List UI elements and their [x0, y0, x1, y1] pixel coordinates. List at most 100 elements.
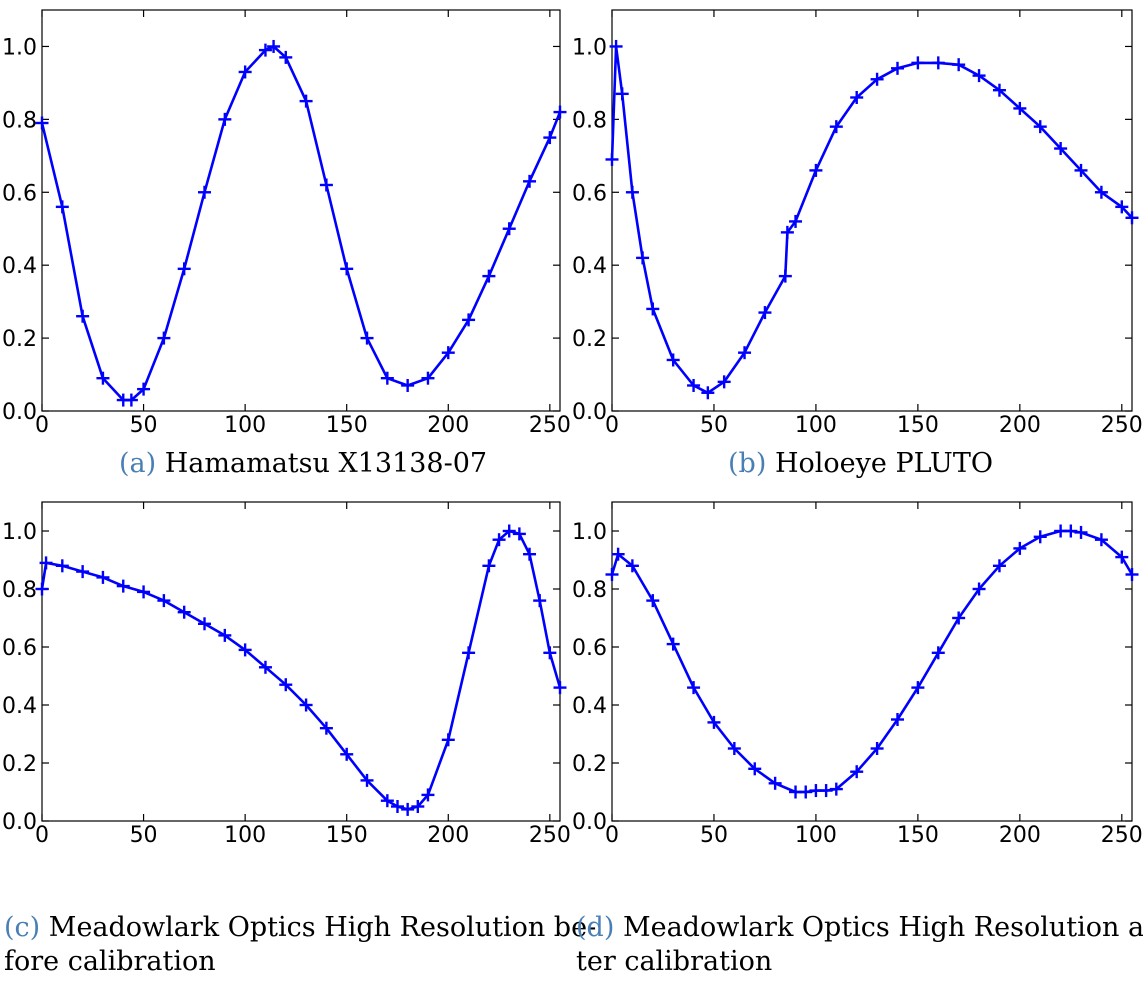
data-point	[780, 225, 794, 239]
x-tick-label: 200	[999, 823, 1041, 848]
data-point	[157, 594, 171, 608]
data-point	[819, 784, 833, 798]
data-point	[1013, 101, 1027, 115]
y-tick-label: 1.0	[572, 520, 607, 545]
data-point	[258, 43, 272, 57]
data-point	[39, 556, 53, 570]
data-point	[687, 378, 701, 392]
data-point	[279, 50, 293, 64]
x-tick-label: 150	[326, 823, 368, 848]
x-tick-label: 50	[700, 823, 728, 848]
data-point	[829, 120, 843, 134]
x-tick-label: 150	[897, 413, 939, 438]
data-point	[462, 646, 476, 660]
data-point	[748, 762, 762, 776]
data-point	[850, 90, 864, 104]
data-point	[124, 393, 138, 407]
data-point	[911, 681, 925, 695]
chart-panel-d: 0 50 100 150 200 250 0.0 0.2 0.4 0.6 0.8 1.0 (d) Me…	[572, 498, 1143, 996]
data-point	[911, 56, 925, 70]
data-point	[360, 773, 374, 787]
data-point	[279, 678, 293, 692]
data-point	[198, 185, 212, 199]
data-point	[116, 579, 130, 593]
data-point	[890, 61, 904, 75]
data-point	[523, 547, 537, 561]
data-point	[666, 637, 680, 651]
y-tick-label: 0.4	[572, 254, 607, 279]
series-line	[40, 529, 562, 811]
y-tick-label: 0.6	[2, 181, 37, 206]
data-point	[523, 174, 537, 188]
x-tick-label: 50	[130, 413, 158, 438]
x-tick-label: 200	[427, 823, 469, 848]
data-point	[1125, 568, 1139, 581]
data-point	[1013, 541, 1027, 555]
data-point	[850, 765, 864, 779]
data-point	[707, 715, 721, 729]
data-point	[605, 152, 619, 166]
data-point	[177, 262, 191, 276]
y-tick-label: 0.0	[572, 810, 607, 835]
caption-text-line1: Meadowlark Optics High Resolution be-	[48, 912, 597, 943]
plot-frame	[611, 501, 1133, 822]
data-point	[758, 306, 772, 320]
x-tick-label: 50	[130, 823, 158, 848]
y-tick-label: 0.8	[2, 578, 37, 603]
y-tick-label: 0.2	[2, 752, 37, 777]
y-tick-label: 1.0	[2, 520, 37, 545]
caption-tag: (d)	[576, 912, 615, 943]
data-point	[666, 353, 680, 367]
data-point	[35, 116, 49, 130]
caption-a: (a) Hamamatsu X13138-07	[119, 447, 487, 481]
data-point	[727, 742, 741, 755]
data-point	[1054, 142, 1068, 156]
data-point	[1033, 530, 1047, 544]
data-point	[701, 386, 715, 400]
data-point	[931, 646, 945, 660]
data-point	[76, 309, 90, 323]
x-tick-label: 250	[529, 413, 571, 438]
data-point	[615, 87, 629, 101]
data-point	[137, 382, 151, 396]
data-point	[267, 39, 281, 53]
y-tick-label: 0.6	[2, 636, 37, 661]
data-point	[972, 69, 986, 83]
caption-text-line2: fore calibration	[4, 946, 216, 977]
data-point	[218, 628, 232, 642]
data-point	[870, 742, 884, 755]
y-tick-label: 0.4	[572, 694, 607, 719]
data-point	[96, 570, 110, 584]
y-tick-label: 0.0	[2, 400, 37, 425]
data-point	[340, 747, 354, 761]
data-point	[319, 721, 333, 735]
data-point	[441, 733, 455, 747]
data-point	[1064, 524, 1078, 538]
x-tick-label: 100	[795, 413, 837, 438]
chart-a-svg: 0 50 100 150 200 250 0.0 0.2 0.4 0.6 0.8 1.0	[2, 9, 571, 438]
data-point	[76, 565, 90, 579]
plot-frame	[611, 9, 1133, 412]
data-point	[380, 794, 394, 808]
data-point	[952, 611, 966, 625]
y-tick-label: 1.0	[572, 35, 607, 60]
data-point	[55, 559, 69, 573]
data-point	[198, 617, 212, 631]
caption-tag: (c)	[4, 912, 41, 943]
data-point	[553, 105, 567, 119]
caption-text: Holoeye PLUTO	[774, 448, 993, 479]
data-point	[687, 681, 701, 695]
data-point	[1074, 163, 1088, 177]
data-point	[401, 378, 415, 392]
y-tick-label: 0.0	[572, 400, 607, 425]
data-point	[1115, 200, 1129, 214]
data-point	[482, 559, 496, 573]
data-point	[502, 524, 516, 538]
x-tick-label: 100	[224, 823, 266, 848]
caption-b: (b) Holoeye PLUTO	[728, 447, 993, 481]
chart-c-svg: 0 50 100 150 200 250 0.0 0.2 0.4 0.6 0.8 1.0	[2, 501, 571, 848]
data-point	[421, 371, 435, 385]
data-point	[492, 533, 506, 547]
caption-d: (d) Meadowlark Optics High Resolution af…	[576, 911, 1143, 979]
data-point	[360, 331, 374, 345]
